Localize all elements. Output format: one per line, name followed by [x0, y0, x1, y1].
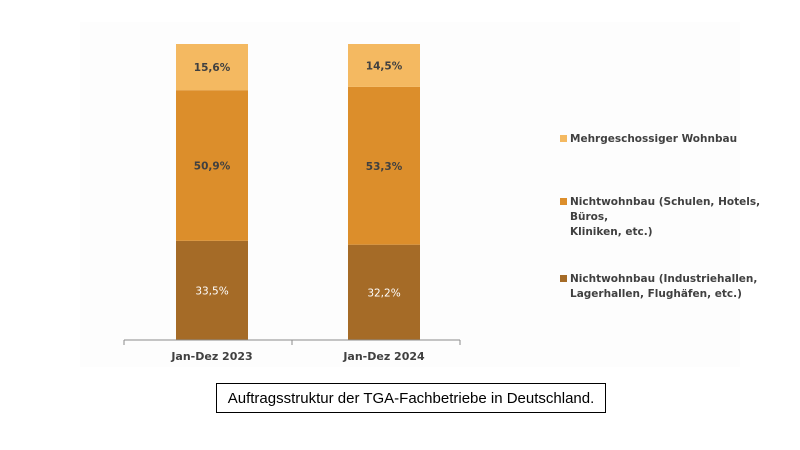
- bar-segment: [348, 44, 420, 87]
- legend-label-line: Nichtwohnbau (Schulen, Hotels, Büros,: [570, 196, 761, 223]
- x-tick-label: Jan-Dez 2023: [170, 350, 252, 363]
- bar-segment: [176, 90, 248, 241]
- stacked-bar-chart: 33,5% 50,9% 15,6% Jan-Dez 2023 32,2% 53,3% 14,…: [123, 44, 461, 363]
- legend-label-line: Nichtwohnbau (Industriehallen,: [570, 273, 758, 285]
- bar-segment: [348, 86, 420, 245]
- legend-item-nichtwohnbau-schulen: Nichtwohnbau (Schulen, Hotels, Büros, Kl…: [560, 195, 790, 240]
- data-label: 14,5%: [366, 60, 403, 72]
- x-tick-label: Jan-Dez 2024: [342, 350, 425, 363]
- figure-caption: Auftragsstruktur der TGA-Fachbetriebe in…: [216, 383, 606, 413]
- legend-label-line: Mehrgeschossiger Wohnbau: [570, 133, 738, 145]
- legend-swatch-mehrgeschossiger-wohnbau: [560, 135, 567, 142]
- chart-panel: 33,5% 50,9% 15,6% Jan-Dez 2023 32,2% 53,3% 14,…: [80, 22, 760, 367]
- data-label: 32,2%: [367, 287, 400, 299]
- data-label: 15,6%: [194, 62, 231, 74]
- data-label: 50,9%: [194, 161, 231, 173]
- data-label: 53,3%: [366, 161, 403, 173]
- bar-segment: [176, 240, 248, 340]
- bar-segment: [348, 244, 420, 340]
- legend-label-line: Lagerhallen, Flughäfen, etc.): [570, 288, 742, 300]
- legend-swatch-nichtwohnbau-industriehallen: [560, 275, 567, 282]
- data-label: 33,5%: [195, 285, 228, 297]
- legend-item-nichtwohnbau-industriehallen: Nichtwohnbau (Industriehallen, Lagerhall…: [560, 272, 790, 302]
- legend-swatch-nichtwohnbau-schulen: [560, 198, 567, 205]
- legend-label-line: Kliniken, etc.): [570, 226, 653, 238]
- legend-item-mehrgeschossiger-wohnbau: Mehrgeschossiger Wohnbau: [560, 132, 790, 147]
- bar-segment: [176, 44, 248, 91]
